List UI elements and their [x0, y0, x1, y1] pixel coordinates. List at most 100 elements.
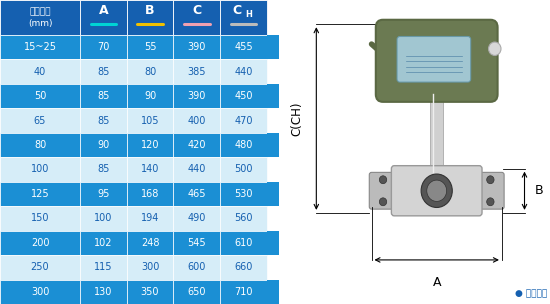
Bar	[0, 255, 80, 280]
Text: 70: 70	[97, 42, 109, 52]
Bar	[220, 84, 267, 108]
Text: 385: 385	[188, 67, 206, 77]
Text: A: A	[432, 276, 441, 289]
Text: 15~25: 15~25	[24, 42, 57, 52]
Bar	[220, 0, 267, 35]
FancyBboxPatch shape	[474, 172, 504, 209]
Text: 200: 200	[31, 238, 50, 248]
Bar	[220, 108, 267, 133]
Text: 455: 455	[234, 42, 252, 52]
Text: 120: 120	[141, 140, 160, 150]
Bar	[126, 157, 173, 182]
Bar	[0, 133, 80, 157]
Bar	[80, 59, 126, 84]
Text: C(CH): C(CH)	[290, 101, 303, 136]
Text: 95: 95	[97, 189, 109, 199]
Bar	[267, 84, 279, 108]
Text: 600: 600	[188, 262, 206, 272]
Bar	[126, 255, 173, 280]
Text: 660: 660	[234, 262, 252, 272]
Text: C: C	[232, 4, 241, 17]
Bar	[0, 35, 80, 59]
Text: B: B	[535, 184, 543, 197]
FancyBboxPatch shape	[369, 172, 399, 209]
Text: 125: 125	[31, 189, 50, 199]
Text: 194: 194	[141, 213, 160, 223]
Text: 100: 100	[31, 164, 49, 174]
Text: 50: 50	[34, 91, 46, 101]
Text: 545: 545	[188, 238, 206, 248]
Text: 仪表口径
(mm): 仪表口径 (mm)	[28, 7, 52, 28]
FancyBboxPatch shape	[392, 166, 482, 216]
Text: 140: 140	[141, 164, 160, 174]
Bar	[80, 133, 126, 157]
Bar	[267, 35, 279, 59]
Text: 560: 560	[234, 213, 252, 223]
Circle shape	[487, 176, 494, 184]
Bar	[126, 0, 173, 35]
Bar	[80, 231, 126, 255]
Bar	[80, 0, 126, 35]
Bar	[173, 182, 220, 206]
FancyBboxPatch shape	[397, 36, 471, 82]
Bar	[0, 280, 80, 304]
Bar	[173, 0, 220, 35]
Circle shape	[488, 42, 501, 55]
Bar	[173, 231, 220, 255]
Text: A: A	[98, 4, 108, 17]
Text: C: C	[192, 4, 201, 17]
Circle shape	[427, 180, 447, 202]
Text: 400: 400	[188, 116, 206, 126]
Text: 490: 490	[188, 213, 206, 223]
Bar	[126, 35, 173, 59]
Text: 55: 55	[144, 42, 156, 52]
Text: 65: 65	[34, 116, 46, 126]
Text: 500: 500	[234, 164, 252, 174]
FancyBboxPatch shape	[376, 20, 498, 102]
Text: 450: 450	[234, 91, 252, 101]
Text: ● 常规仪表: ● 常规仪表	[515, 289, 547, 298]
Text: B: B	[145, 4, 155, 17]
Text: 130: 130	[94, 287, 113, 297]
Text: 350: 350	[141, 287, 160, 297]
Bar	[173, 280, 220, 304]
Text: 420: 420	[188, 140, 206, 150]
Text: 102: 102	[94, 238, 113, 248]
Text: 100: 100	[94, 213, 113, 223]
Bar	[267, 280, 279, 304]
Bar	[126, 84, 173, 108]
Bar	[0, 231, 80, 255]
Bar	[173, 59, 220, 84]
Bar	[220, 133, 267, 157]
Text: 168: 168	[141, 189, 160, 199]
Bar	[0, 59, 80, 84]
Text: 90: 90	[97, 140, 109, 150]
Bar	[267, 182, 279, 206]
Bar	[173, 206, 220, 231]
Bar	[220, 280, 267, 304]
Bar	[220, 157, 267, 182]
Text: 105: 105	[141, 116, 160, 126]
Text: 115: 115	[94, 262, 113, 272]
Bar	[80, 84, 126, 108]
Text: 85: 85	[97, 67, 109, 77]
Text: 85: 85	[97, 164, 109, 174]
Bar	[267, 133, 279, 157]
Text: 250: 250	[31, 262, 50, 272]
Bar	[0, 157, 80, 182]
Text: 650: 650	[188, 287, 206, 297]
Circle shape	[421, 174, 452, 208]
Text: 390: 390	[188, 91, 206, 101]
Bar	[173, 108, 220, 133]
Bar	[173, 84, 220, 108]
Circle shape	[379, 176, 387, 184]
Text: 248: 248	[141, 238, 160, 248]
Text: 300: 300	[141, 262, 160, 272]
Bar	[126, 108, 173, 133]
Bar	[173, 255, 220, 280]
Bar	[0, 84, 80, 108]
Text: H: H	[245, 10, 252, 19]
Bar	[126, 231, 173, 255]
Bar	[173, 133, 220, 157]
Circle shape	[379, 198, 387, 206]
